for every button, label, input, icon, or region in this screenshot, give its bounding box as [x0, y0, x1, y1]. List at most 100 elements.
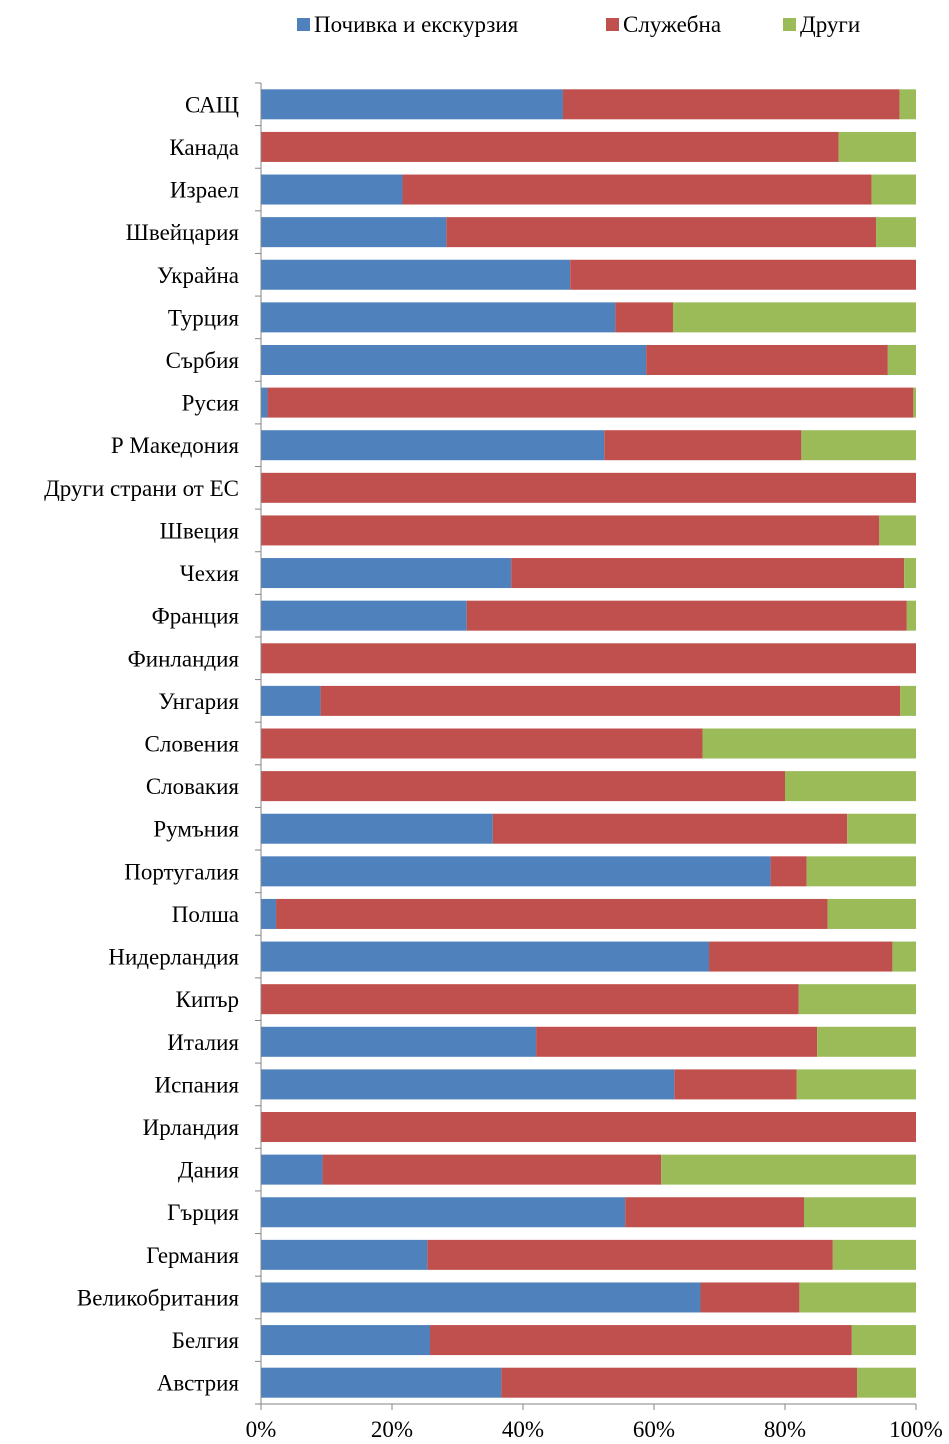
category-label: Нидерландия: [108, 945, 239, 970]
bar-segment-2-22: [261, 984, 799, 1015]
axes: [255, 82, 917, 1410]
category-label: Сърбия: [166, 348, 240, 373]
bar-segment-1-24: [261, 1069, 675, 1100]
bar-segment-1-3: [261, 174, 403, 205]
bar-segment-3-17: [785, 771, 916, 802]
bar-segment-2-26: [322, 1154, 662, 1185]
category-label: САЩ: [185, 92, 239, 117]
category-label: Швейцария: [126, 220, 240, 245]
bar-segment-3-3: [871, 174, 916, 205]
bar-segment-2-23: [536, 1026, 818, 1057]
category-label: Франция: [152, 604, 240, 629]
bar-segment-2-30: [429, 1325, 852, 1356]
bar-segment-1-7: [261, 344, 647, 375]
bar-segment-1-21: [261, 941, 710, 972]
bar-segment-1-9: [261, 430, 605, 461]
category-label: Украйна: [157, 263, 239, 288]
bar-segment-3-31: [857, 1367, 916, 1398]
category-label: Швеция: [160, 518, 240, 543]
bar-segment-1-29: [261, 1282, 701, 1313]
bar-segment-2-11: [261, 515, 880, 546]
bar-segment-1-4: [261, 217, 447, 248]
category-label: Великобритания: [77, 1285, 240, 1310]
bar-segment-3-1: [899, 89, 916, 120]
category-label: Кипър: [176, 987, 239, 1012]
bar-segment-3-20: [827, 898, 916, 929]
category-label: Турция: [168, 305, 240, 330]
bar-segment-2-21: [709, 941, 893, 972]
bar-segment-3-11: [879, 515, 916, 546]
bar-segment-1-30: [261, 1325, 430, 1356]
category-label: Русия: [182, 391, 240, 416]
bar-segment-2-7: [646, 344, 888, 375]
bar-segment-2-8: [267, 387, 914, 418]
bar-segment-2-3: [402, 174, 872, 205]
category-label: Канада: [169, 135, 239, 160]
bar-segment-2-9: [604, 430, 802, 461]
category-label: Португалия: [124, 859, 239, 884]
category-label: Словакия: [146, 774, 240, 799]
bar-segment-2-17: [261, 771, 785, 802]
bar-segment-2-27: [625, 1197, 804, 1228]
bar-segment-3-7: [887, 344, 916, 375]
category-label: Унгария: [158, 689, 239, 714]
bar-segment-3-16: [702, 728, 916, 759]
category-label: Израел: [170, 178, 239, 203]
bar-segment-2-28: [427, 1239, 833, 1270]
legend-swatch: [606, 18, 619, 31]
x-tick-label: 60%: [633, 1417, 675, 1442]
legend-swatch: [297, 18, 310, 31]
bar-segment-1-12: [261, 558, 512, 589]
bar-segment-1-28: [261, 1239, 428, 1270]
bars: [261, 89, 916, 1398]
bar-segment-2-31: [501, 1367, 858, 1398]
bar-segment-1-5: [261, 259, 571, 290]
bar-segment-3-29: [799, 1282, 916, 1313]
bar-segment-3-21: [892, 941, 916, 972]
legend-label: Служебна: [623, 12, 721, 37]
x-tick-label: 40%: [502, 1417, 544, 1442]
category-label: Ирландия: [143, 1115, 240, 1140]
bar-segment-3-18: [847, 813, 916, 844]
legend-swatch: [783, 18, 796, 31]
bar-segment-1-13: [261, 600, 467, 631]
bar-segment-1-19: [261, 856, 771, 887]
bar-segment-2-29: [700, 1282, 800, 1313]
category-label: Испания: [154, 1072, 239, 1097]
bar-segment-2-4: [446, 217, 877, 248]
bar-segment-2-15: [320, 685, 901, 716]
bar-segment-2-12: [511, 558, 905, 589]
x-tick-labels: 0% 20% 40% 60% 80% 100%: [246, 1417, 943, 1442]
category-label: Финландия: [128, 646, 240, 671]
x-tick-label: 80%: [764, 1417, 806, 1442]
bar-segment-2-19: [770, 856, 807, 887]
bar-segment-2-1: [562, 89, 900, 120]
bar-segment-2-6: [615, 302, 673, 333]
x-tick-label: 0%: [246, 1417, 277, 1442]
bar-segment-1-8: [261, 387, 268, 418]
bar-segment-3-8: [913, 387, 916, 418]
bar-segment-3-4: [876, 217, 916, 248]
bar-segment-3-23: [817, 1026, 916, 1057]
bar-segment-1-20: [261, 898, 277, 929]
bar-segment-2-25: [261, 1112, 916, 1143]
category-label: Белгия: [172, 1328, 240, 1353]
bar-segment-3-15: [900, 685, 916, 716]
category-label: Австрия: [157, 1371, 240, 1396]
bar-segment-3-9: [801, 430, 916, 461]
legend-label: Други: [800, 12, 860, 37]
bar-segment-3-6: [672, 302, 916, 333]
bar-segment-3-27: [803, 1197, 916, 1228]
category-label: Чехия: [180, 561, 240, 586]
legend: Почивка и екскурзия Служебна Други: [297, 12, 860, 37]
bar-segment-1-1: [261, 89, 563, 120]
x-tick-label: 20%: [371, 1417, 413, 1442]
bar-segment-2-14: [261, 643, 916, 674]
bar-segment-3-13: [906, 600, 916, 631]
bar-segment-1-26: [261, 1154, 323, 1185]
bar-segment-3-28: [832, 1239, 916, 1270]
category-label: Р Македония: [111, 433, 240, 458]
bar-segment-3-2: [838, 131, 916, 162]
category-label: Румъния: [153, 817, 239, 842]
